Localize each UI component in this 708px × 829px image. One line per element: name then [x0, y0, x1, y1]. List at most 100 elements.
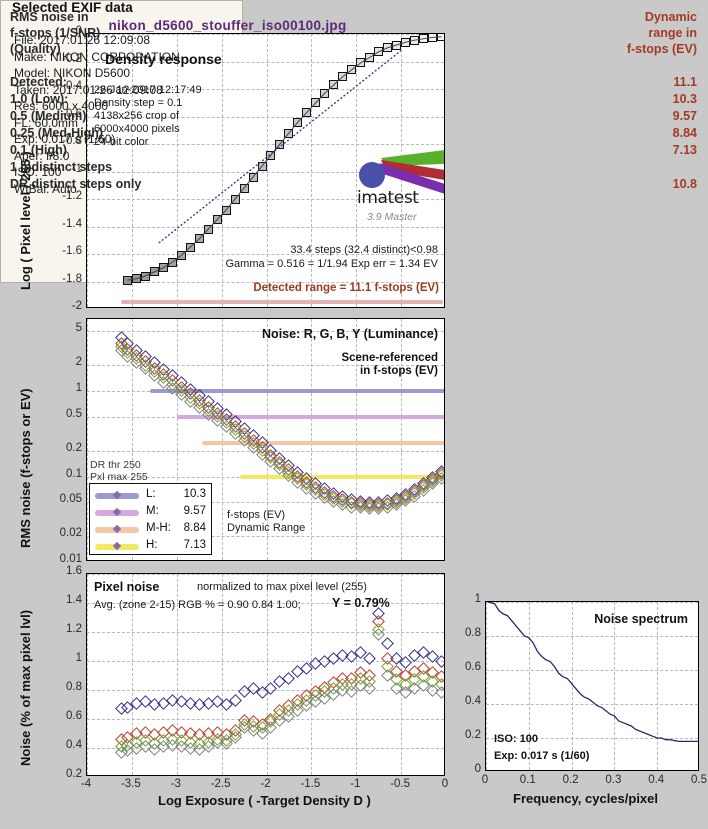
exif-line-2: Model: NIKON D5600 — [14, 66, 131, 80]
density-marker — [437, 34, 444, 42]
density-fit-line — [127, 36, 442, 281]
gridline-h — [87, 661, 444, 662]
gridline-h — [87, 502, 444, 504]
gridline-h — [87, 331, 444, 333]
exif-line-1: Make: NIKON CORPORATION — [14, 49, 180, 64]
gridline-v — [87, 574, 88, 775]
density-ytick: -1.4 — [62, 217, 82, 230]
gridline-h — [486, 636, 698, 637]
pixel-ytick: 0.4 — [66, 739, 82, 751]
spectrum-xtick: 0.1 — [519, 774, 536, 786]
rms-chart-title: Noise: R, G, B, Y (Luminance) — [262, 327, 438, 341]
density-ytick: -1.8 — [62, 272, 82, 285]
panel-header-left-0: RMS noise in — [10, 10, 89, 24]
density-ytick: -0.8 — [62, 135, 82, 147]
gridline-h — [87, 34, 444, 35]
gridline-v — [131, 319, 133, 560]
dr-row-label-2: 0.5 (Medium) — [10, 109, 87, 123]
gridline-h — [87, 226, 444, 228]
gridline-h — [87, 574, 444, 575]
legend-value-1: 9.57 — [183, 505, 206, 517]
spectrum-chart-title: Noise spectrum — [594, 612, 688, 626]
density-ytick: -1.6 — [62, 245, 82, 257]
pixel-marker-Y — [381, 637, 395, 650]
pixel-x-axis-label: Log Exposure ( -Target Density D ) — [158, 793, 371, 808]
rms-inner-text-0: f-stops (EV) — [227, 509, 286, 521]
threshold-line-L — [149, 389, 444, 394]
gridline-v — [87, 319, 88, 560]
density-ytick: -2 — [71, 300, 82, 312]
gridline-v — [311, 319, 313, 560]
gridline-h — [87, 254, 444, 255]
rms-ytick: 0.02 — [59, 527, 82, 540]
spectrum-xtick: 0.5 — [691, 774, 707, 786]
pixel-xtick: -2.5 — [210, 778, 231, 790]
pixel-xtick: -4 — [80, 778, 92, 790]
gridline-v — [571, 602, 573, 770]
spectrum-ytick: 0.2 — [465, 729, 481, 741]
density-annotation-4: 24-bit color — [94, 136, 149, 148]
logo-version: 3.9 Master — [367, 211, 417, 223]
pixel-ytick: 1.6 — [66, 565, 82, 577]
density-stats-line-2: Gamma = 0.516 = 1/1.94 Exp err = 1.34 EV — [225, 258, 439, 270]
threshold-line-M — [176, 414, 444, 419]
gridline-h — [87, 89, 444, 90]
gridline-h — [87, 365, 444, 367]
gridline-h — [486, 738, 698, 739]
rms-inner-text-1: Dynamic Range — [227, 522, 306, 534]
spectrum-x-axis-label: Frequency, cycles/pixel — [513, 791, 658, 806]
legend-key-1: M: — [146, 505, 159, 517]
rms-ytick: 0.1 — [66, 467, 82, 480]
gridline-h — [87, 144, 444, 145]
panel-header-left-1: f-stops (1/SNR) — [10, 26, 101, 40]
panel-header-right-2: f-stops (EV) — [626, 42, 697, 56]
exif-line-3: Taken: 2017:01:26 12:09:08 — [14, 82, 163, 97]
pixel-xtick: -3 — [170, 778, 181, 790]
spectrum-info-0: ISO: 100 — [494, 733, 539, 745]
gridline-h — [87, 603, 444, 604]
threshold-line-M-H — [201, 440, 444, 445]
density-chart-title: Density response — [105, 51, 222, 67]
rms-noise-chart: Noise: R, G, B, Y (Luminance) Scene-refe… — [86, 318, 445, 561]
imatest-logo: imatest 3.9 Master — [357, 144, 444, 229]
spectrum-ytick: 1 — [474, 593, 481, 605]
pixel-chart-subtitle: normalized to max pixel level (255) — [197, 581, 367, 593]
gridline-v — [131, 34, 133, 307]
indistinct-steps: 1 indistinct steps — [10, 160, 113, 174]
distinct-steps-label: DR distinct steps only — [10, 177, 142, 191]
spectrum-xtick: 0.2 — [562, 774, 579, 786]
pixel-ytick: 1.4 — [66, 594, 82, 606]
rms-ytick: 1 — [75, 382, 82, 395]
pixel-y-axis-label: Noise (% of max pixel lvl) — [18, 609, 33, 766]
pixel-ytick: 1 — [75, 652, 82, 664]
gridline-v — [356, 319, 358, 560]
gridline-v — [131, 574, 133, 775]
density-detected-range-label: Detected range = 11.1 f-stops (EV) — [253, 282, 439, 294]
gridline-v — [176, 34, 178, 307]
density-annotation-1: Density step = 0.1 — [94, 97, 183, 109]
gridline-h — [87, 199, 444, 200]
logo-wordmark: imatest — [357, 188, 419, 208]
dr-row-value-1: 10.3 — [672, 92, 697, 106]
spectrum-ytick: 0.4 — [465, 695, 481, 707]
gridline-h — [87, 116, 444, 118]
gridline-h — [87, 632, 444, 633]
gridline-v — [486, 602, 487, 770]
density-ytick: 0 — [75, 25, 82, 37]
rms-threshold-text-1: Pxl max 255 — [90, 471, 148, 483]
panel-header-right-0: Dynamic — [644, 10, 697, 24]
gridline-v — [266, 319, 268, 560]
logo-swoosh-icon — [379, 150, 444, 194]
gridline-v — [266, 34, 268, 307]
pixel-xtick: -2 — [260, 778, 271, 790]
gridline-h — [87, 690, 444, 691]
rms-y-axis-label: RMS noise (f-stops or EV) — [18, 388, 33, 548]
density-response-chart: Density response 26-Jan-2017 12:17:49 De… — [86, 33, 445, 308]
pixel-chart-title: Pixel noise — [94, 580, 160, 594]
noise-spectrum-chart: Noise spectrum ISO: 100 Exp: 0.017 s (1/… — [485, 601, 699, 771]
pixel-xtick: -1 — [350, 778, 361, 790]
detected-range-line — [121, 300, 444, 305]
exif-line-4: Res: 6000 x 4000 — [14, 99, 109, 113]
legend-key-0: L: — [146, 488, 156, 500]
density-stats-line-1: 33.4 steps (32.4 distinct)<0.98 — [290, 244, 438, 256]
